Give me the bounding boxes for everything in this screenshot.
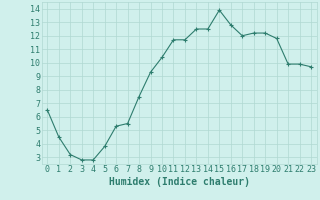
X-axis label: Humidex (Indice chaleur): Humidex (Indice chaleur) [109, 177, 250, 187]
